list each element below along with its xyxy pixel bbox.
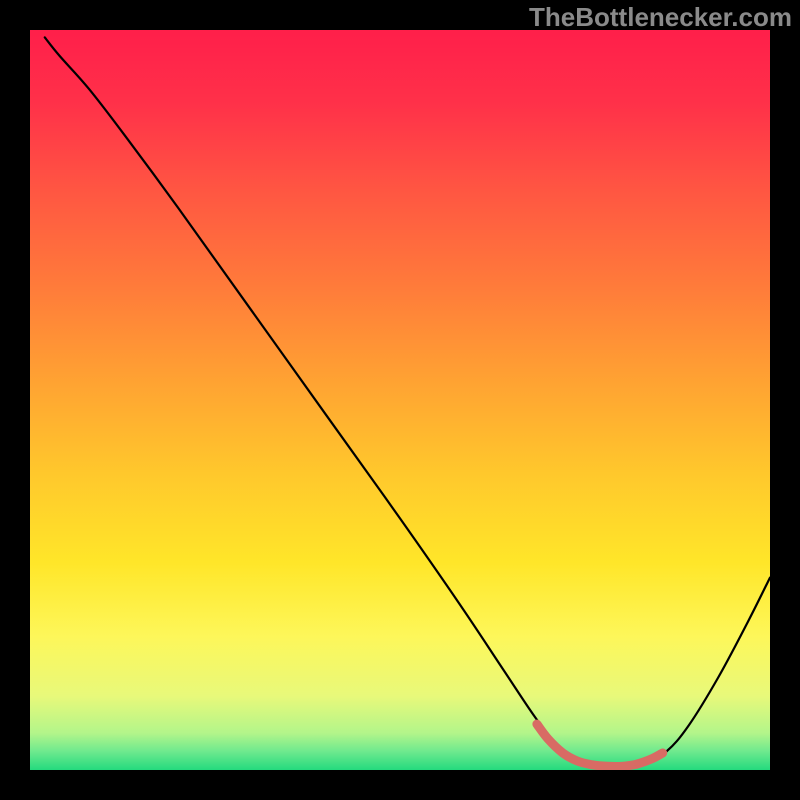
watermark-text: TheBottlenecker.com bbox=[529, 2, 792, 33]
gradient-background bbox=[30, 30, 770, 770]
chart-svg bbox=[30, 30, 770, 770]
plot-area bbox=[30, 30, 770, 770]
